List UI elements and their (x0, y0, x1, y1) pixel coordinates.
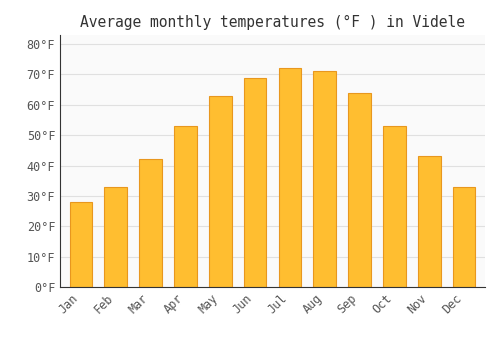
Bar (383, 126, 406, 287)
Bar (140, 160, 162, 287)
Title: Average monthly temperatures (°F ) in Videle: Average monthly temperatures (°F ) in Vi… (80, 15, 465, 30)
Bar (314, 71, 336, 287)
Bar (70, 202, 92, 287)
Bar (209, 96, 232, 287)
Bar (104, 187, 127, 287)
Bar (418, 156, 440, 287)
Bar (244, 77, 266, 287)
Bar (348, 93, 371, 287)
Bar (278, 68, 301, 287)
Bar (453, 187, 475, 287)
Bar (174, 126, 197, 287)
